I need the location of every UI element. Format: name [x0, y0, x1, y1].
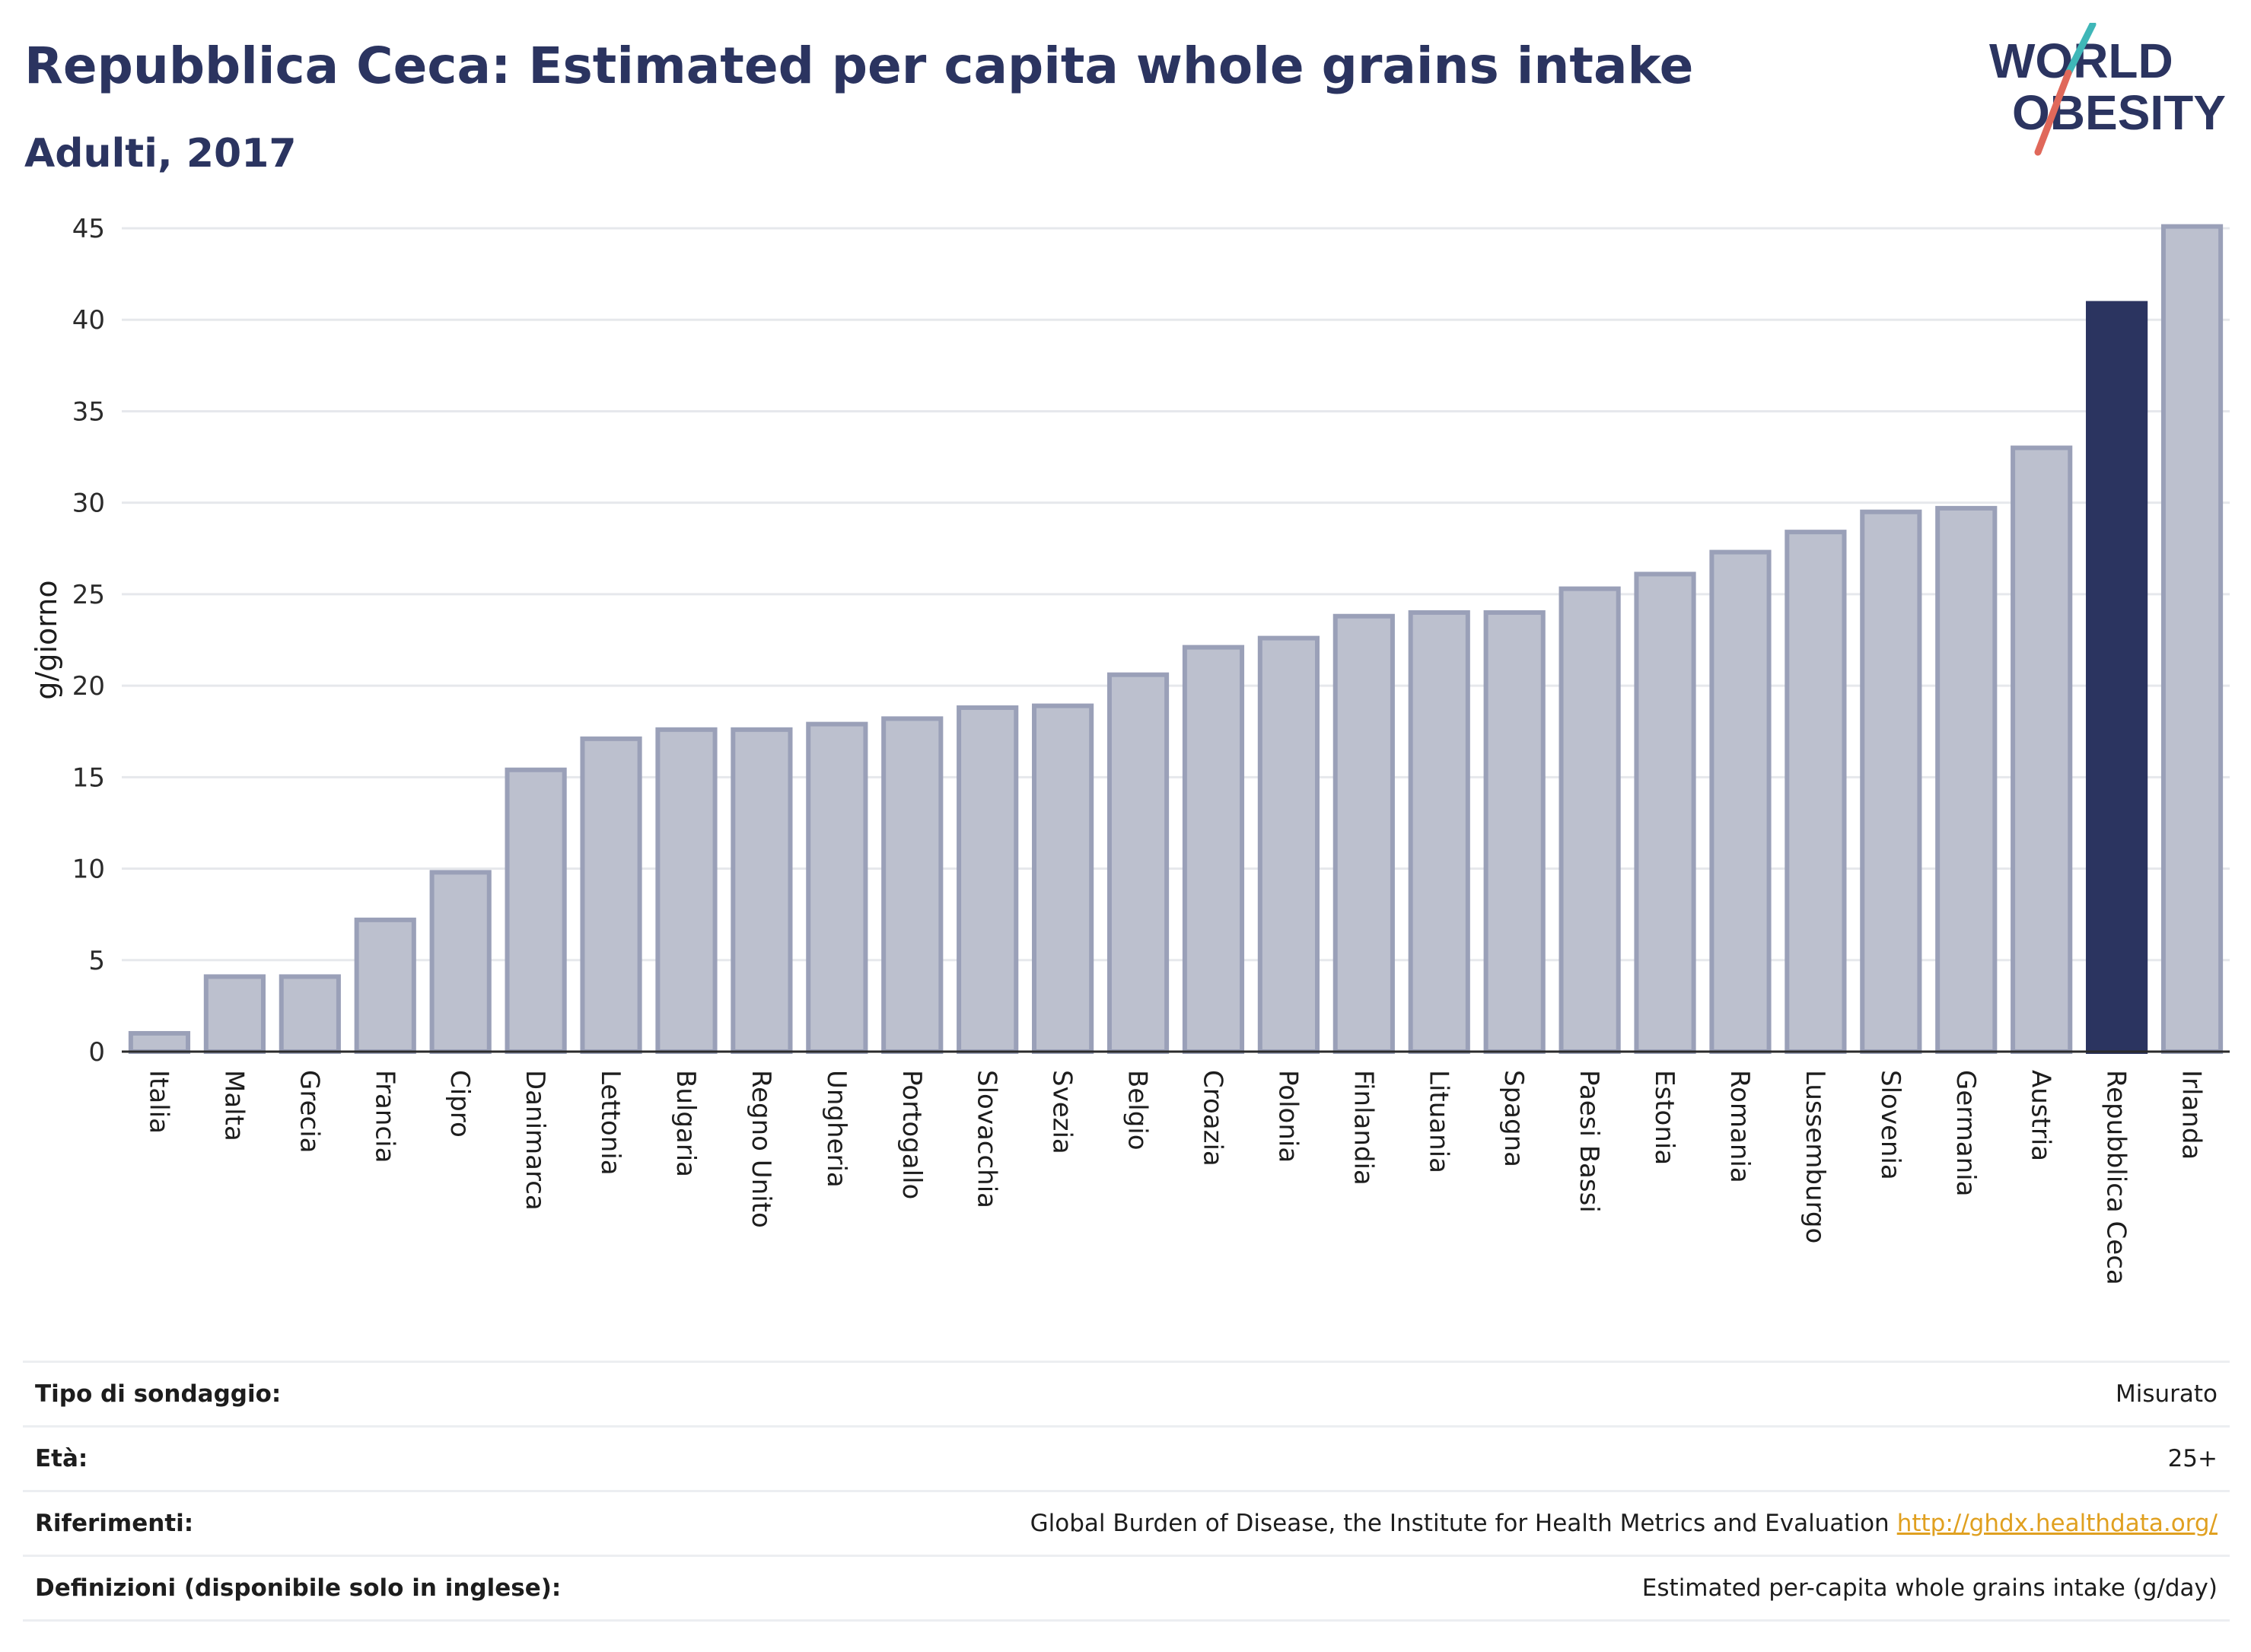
- y-tick-label: 5: [88, 946, 105, 976]
- info-row-survey: Tipo di sondaggio: Misurato: [23, 1361, 2230, 1425]
- x-tick-label: Austria: [2026, 1070, 2056, 1161]
- bar: [1634, 571, 1696, 1054]
- info-value: Misurato: [2115, 1380, 2218, 1408]
- logo-slash-red: [2034, 69, 2072, 156]
- x-tick-label: Estonia: [1649, 1070, 1679, 1165]
- bar: [957, 705, 1019, 1054]
- x-tick-label: Belgio: [1122, 1070, 1153, 1151]
- bar-chart: 0 5 10 15 20 25 30 35 40 45 g/giorno Italia Malta Gre…: [30, 214, 2230, 1285]
- x-tick-label: Lussemburgo: [1800, 1070, 1830, 1243]
- y-tick-label: 40: [72, 305, 105, 336]
- bar: [1182, 645, 1245, 1054]
- x-tick-label: Grecia: [294, 1070, 324, 1153]
- y-tick-label: 20: [72, 671, 105, 702]
- x-tick-label: Cipro: [444, 1070, 475, 1138]
- y-tick-label: 25: [72, 580, 105, 610]
- reference-link[interactable]: http://ghdx.healthdata.org/: [1896, 1510, 2218, 1537]
- bar: [655, 727, 718, 1054]
- info-label: Età:: [35, 1445, 88, 1472]
- x-tick-label: Irlanda: [2176, 1070, 2207, 1160]
- bar: [354, 917, 416, 1054]
- y-tick-label: 15: [72, 762, 105, 793]
- x-tick-label: Svezia: [1047, 1070, 1078, 1154]
- info-table: Tipo di sondaggio: Misurato Età: 25+ Rif…: [23, 1361, 2230, 1622]
- x-tick-label: Romania: [1724, 1070, 1755, 1183]
- x-tick-label: Spagna: [1498, 1070, 1529, 1167]
- x-tick-label: Lituania: [1423, 1070, 1453, 1173]
- bar: [806, 721, 868, 1054]
- chart-title: Repubblica Ceca: Estimated per capita wh…: [24, 37, 1694, 95]
- info-value-with-link: Global Burden of Disease, the Institute …: [1030, 1510, 2230, 1537]
- x-tick-label: Danimarca: [520, 1070, 550, 1211]
- info-label: Tipo di sondaggio:: [35, 1380, 282, 1408]
- info-value: 25+: [2167, 1445, 2218, 1472]
- bar: [203, 974, 266, 1054]
- bar: [128, 1030, 191, 1055]
- x-tick-label: Regno Unito: [746, 1070, 776, 1228]
- bar: [881, 716, 944, 1054]
- x-tick-label: Portogallo: [896, 1070, 927, 1199]
- bar: [2011, 445, 2073, 1054]
- bar: [279, 974, 341, 1054]
- bar: [580, 736, 642, 1055]
- x-tick-label: Francia: [369, 1070, 400, 1163]
- bar: [1559, 586, 1621, 1054]
- y-tick-label: 45: [72, 214, 105, 244]
- bar: [1106, 672, 1170, 1054]
- world-obesity-logo: WORLD OBESITY: [1989, 23, 2226, 156]
- y-tick-label: 35: [72, 396, 105, 427]
- x-tick-label: Bulgaria: [670, 1070, 701, 1177]
- bar: [429, 870, 492, 1055]
- info-row-age: Età: 25+: [23, 1425, 2230, 1490]
- bar: [1785, 530, 1847, 1054]
- x-tick-label: Croazia: [1197, 1070, 1227, 1167]
- bar: [731, 727, 793, 1054]
- y-tick-label: 30: [72, 489, 105, 519]
- bar: [1709, 549, 1772, 1054]
- bar: [1935, 505, 1998, 1054]
- bar: [1032, 703, 1094, 1054]
- x-tick-label: Ungheria: [821, 1070, 852, 1188]
- info-row-references: Riferimenti: Global Burden of Disease, t…: [23, 1490, 2230, 1555]
- bar: [1408, 610, 1470, 1054]
- info-row-definitions: Definizioni (disponibile solo in inglese…: [23, 1555, 2230, 1622]
- x-tick-label: Lettonia: [595, 1070, 626, 1176]
- logo-slash-teal: [2065, 23, 2097, 77]
- x-tick-label: Paesi Bassi: [1574, 1070, 1604, 1213]
- bar: [1257, 635, 1320, 1054]
- info-label: Definizioni (disponibile solo in inglese…: [35, 1574, 562, 1602]
- x-tick-label: Slovacchia: [972, 1070, 1002, 1208]
- x-tick-label: Malta: [218, 1070, 249, 1141]
- y-tick-label: 10: [72, 855, 105, 885]
- x-tick-label: Germania: [1950, 1070, 1981, 1196]
- x-tick-label: Slovenia: [1875, 1070, 1906, 1180]
- bar: [505, 767, 567, 1055]
- reference-text: Global Burden of Disease, the Institute …: [1030, 1510, 1890, 1537]
- info-label: Riferimenti:: [35, 1510, 194, 1537]
- bar: [2160, 224, 2224, 1054]
- bar: [2086, 301, 2148, 1054]
- info-value: Estimated per-capita whole grains intake…: [1641, 1574, 2218, 1602]
- x-tick-label: Repubblica Ceca: [2101, 1070, 2132, 1285]
- bar: [1332, 613, 1395, 1054]
- bar: [1860, 509, 1922, 1054]
- x-tick-label: Polonia: [1272, 1070, 1303, 1163]
- bar: [1483, 610, 1546, 1054]
- x-tick-label: Finlandia: [1348, 1070, 1378, 1186]
- y-tick-label: 0: [88, 1037, 105, 1068]
- x-tick-label: Italia: [143, 1070, 174, 1134]
- y-axis-title: g/giorno: [30, 580, 63, 699]
- chart-subtitle: Adulti, 2017: [24, 131, 297, 177]
